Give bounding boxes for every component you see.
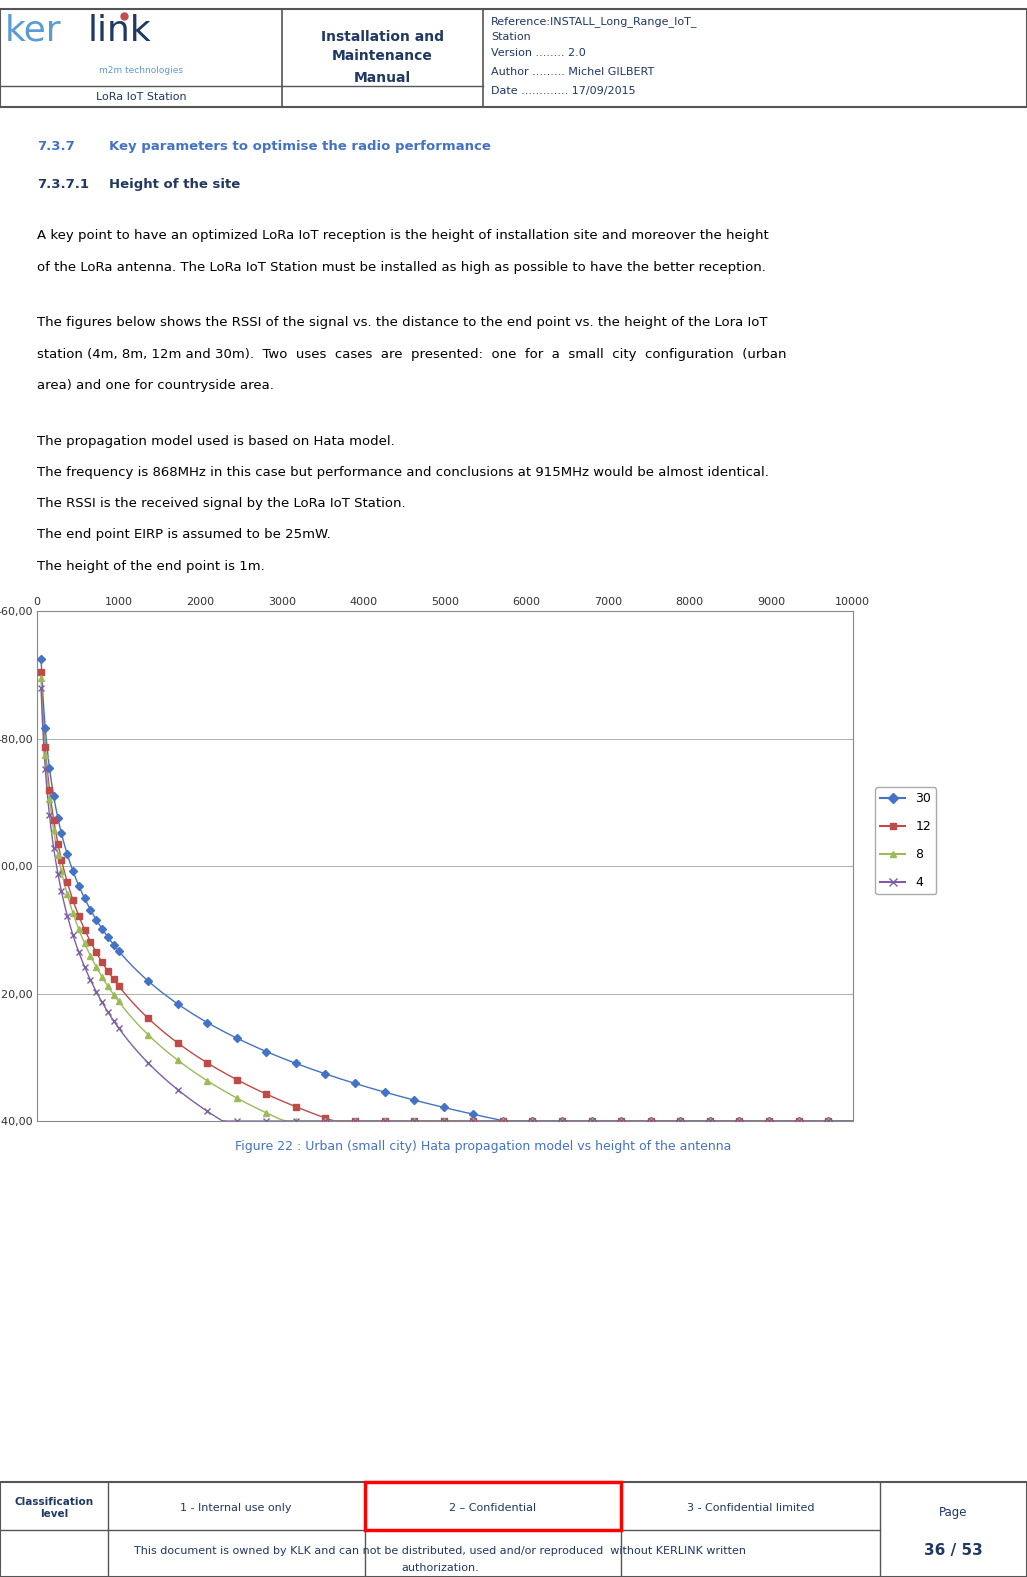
Text: The end point EIRP is assumed to be 25mW.: The end point EIRP is assumed to be 25mW… xyxy=(37,528,331,541)
Text: ker: ker xyxy=(5,14,62,47)
Text: Height of the site: Height of the site xyxy=(109,178,239,191)
Text: 1 - Internal use only: 1 - Internal use only xyxy=(181,1503,292,1512)
Text: LoRa IoT Station: LoRa IoT Station xyxy=(96,93,187,103)
Text: Station: Station xyxy=(491,32,531,43)
Text: Page: Page xyxy=(940,1506,967,1519)
Text: 7.3.7.1: 7.3.7.1 xyxy=(37,178,89,191)
Text: The RSSI is the received signal by the LoRa IoT Station.: The RSSI is the received signal by the L… xyxy=(37,497,406,509)
Text: Date ............. 17/09/2015: Date ............. 17/09/2015 xyxy=(491,85,636,96)
Text: Author ......... Michel GILBERT: Author ......... Michel GILBERT xyxy=(491,68,654,77)
Text: m2m technologies: m2m technologies xyxy=(100,66,183,74)
Legend: 30, 12, 8, 4: 30, 12, 8, 4 xyxy=(875,787,937,894)
Text: The frequency is 868MHz in this case but performance and conclusions at 915MHz w: The frequency is 868MHz in this case but… xyxy=(37,465,769,479)
Text: Key parameters to optimise the radio performance: Key parameters to optimise the radio per… xyxy=(109,140,491,153)
Text: The propagation model used is based on Hata model.: The propagation model used is based on H… xyxy=(37,435,394,448)
Text: link: link xyxy=(87,14,151,47)
Text: of the LoRa antenna. The LoRa IoT Station must be installed as high as possible : of the LoRa antenna. The LoRa IoT Statio… xyxy=(37,260,766,273)
Text: This document is owned by KLK and can not be distributed, used and/or reproduced: This document is owned by KLK and can no… xyxy=(135,1545,746,1555)
Text: Version ........ 2.0: Version ........ 2.0 xyxy=(491,49,585,58)
Text: 3 - Confidential limited: 3 - Confidential limited xyxy=(687,1503,814,1512)
Text: Classification
level: Classification level xyxy=(14,1497,93,1519)
Text: The height of the end point is 1m.: The height of the end point is 1m. xyxy=(37,560,265,572)
Text: Installation and: Installation and xyxy=(321,30,444,44)
Text: station (4m, 8m, 12m and 30m).  Two  uses  cases  are  presented:  one  for  a  : station (4m, 8m, 12m and 30m). Two uses … xyxy=(37,347,787,361)
Text: authorization.: authorization. xyxy=(402,1563,479,1572)
Text: 2 – Confidential: 2 – Confidential xyxy=(450,1503,536,1512)
Text: Manual: Manual xyxy=(354,71,411,85)
Text: A key point to have an optimized LoRa IoT reception is the height of installatio: A key point to have an optimized LoRa Io… xyxy=(37,229,769,243)
Text: Maintenance: Maintenance xyxy=(332,49,433,63)
Bar xyxy=(365,1482,621,1530)
Text: 36 / 53: 36 / 53 xyxy=(924,1542,983,1558)
Text: The figures below shows the RSSI of the signal vs. the distance to the end point: The figures below shows the RSSI of the … xyxy=(37,317,767,330)
Text: Reference:INSTALL_Long_Range_IoT_: Reference:INSTALL_Long_Range_IoT_ xyxy=(491,16,697,27)
Text: 7.3.7: 7.3.7 xyxy=(37,140,75,153)
Text: Figure 22 : Urban (small city) Hata propagation model vs height of the antenna: Figure 22 : Urban (small city) Hata prop… xyxy=(234,1140,731,1153)
Text: area) and one for countryside area.: area) and one for countryside area. xyxy=(37,378,274,391)
